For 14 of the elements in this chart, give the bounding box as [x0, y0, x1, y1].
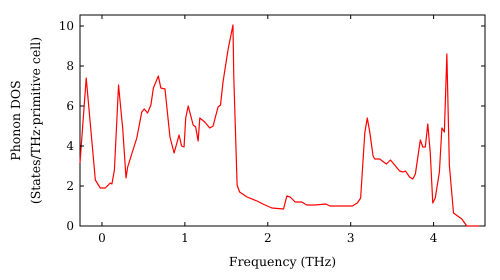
x-tick-label: 4 — [430, 231, 438, 245]
y-tick-label: 10 — [58, 19, 74, 34]
line-series — [79, 24, 480, 227]
x-tick-label: 2 — [264, 231, 272, 245]
x-tick-label: 3 — [346, 231, 355, 245]
x-tick-label: 0 — [98, 231, 106, 245]
y-tick-label: 4 — [66, 139, 74, 154]
y-tick-label: 2 — [66, 179, 74, 194]
y-tick-label: 6 — [66, 99, 74, 114]
y-tick-label: 8 — [66, 59, 74, 74]
x-axis-title: Frequency (THz) — [228, 254, 336, 269]
y-tick-label: 0 — [66, 219, 74, 234]
x-tick-label: 1 — [181, 231, 189, 245]
y-axis-title: Phonon DOS (States/THz·primitive cell) — [8, 36, 43, 204]
